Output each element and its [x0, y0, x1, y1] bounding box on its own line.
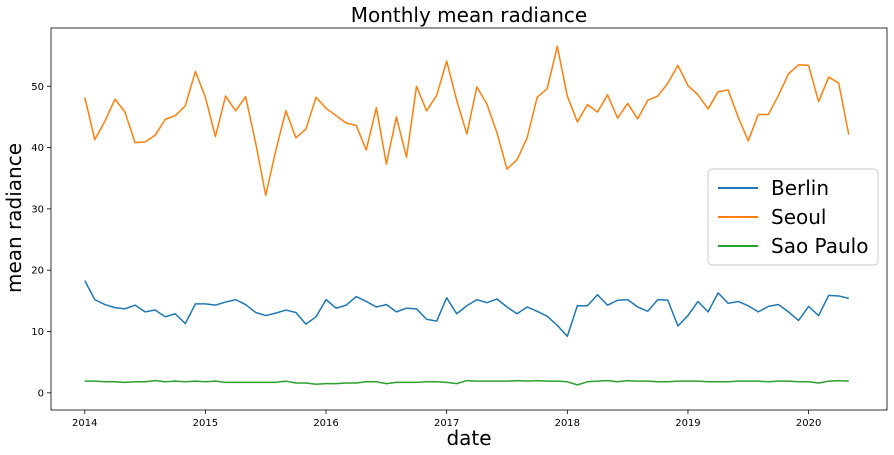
legend-label-berlin: Berlin: [771, 176, 829, 200]
x-tick-label: 2018: [555, 418, 580, 429]
y-axis-title: mean radiance: [2, 143, 26, 293]
series-line-berlin: [84, 280, 849, 338]
x-tick-label: 2014: [72, 418, 97, 429]
x-axis-title: date: [446, 426, 491, 450]
y-tick-label: 30: [31, 204, 44, 215]
legend-label-sao-paulo: Sao Paulo: [771, 234, 868, 258]
series-line-seoul: [84, 45, 850, 197]
x-tick-label: 2019: [675, 418, 700, 429]
y-tick-label: 20: [31, 266, 44, 277]
axes-frame: [50, 27, 888, 411]
legend-box: [707, 168, 879, 266]
legend: Berlin Seoul Sao Paulo: [707, 168, 879, 266]
x-tick-label: 2016: [313, 418, 338, 429]
y-tick-label: 40: [31, 143, 44, 154]
y-tick-label: 50: [31, 82, 44, 93]
y-tick-label: 0: [38, 388, 44, 399]
chart-title: Monthly mean radiance: [351, 3, 587, 27]
x-tick-label: 2020: [796, 418, 821, 429]
x-tick-label: 2015: [193, 418, 218, 429]
y-tick-label: 10: [31, 327, 44, 338]
x-tick-label: 2017: [434, 418, 459, 429]
legend-label-seoul: Seoul: [771, 205, 826, 229]
series-line-sao-paulo: [84, 379, 849, 386]
plot-area: 2014 2015 2016 2017 2018 2019 2020 0 10 20 30 40 50: [31, 27, 888, 429]
